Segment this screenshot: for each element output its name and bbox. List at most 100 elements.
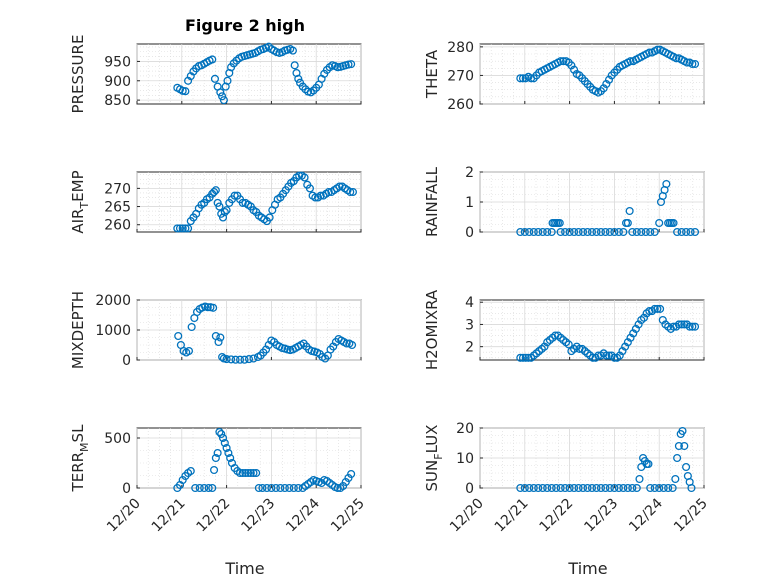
- data-point: [690, 227, 700, 237]
- data-point: [574, 227, 583, 237]
- data-point: [602, 351, 611, 360]
- data-point: [529, 483, 538, 493]
- data-point: [556, 227, 565, 237]
- data-point: [184, 224, 193, 233]
- data-point: [203, 303, 212, 312]
- data-point: [570, 227, 579, 237]
- data-point: [246, 468, 255, 478]
- data-point: [605, 483, 614, 493]
- data-point: [240, 355, 249, 364]
- data-point: [646, 483, 655, 493]
- data-point: [290, 61, 299, 70]
- data-point: [324, 187, 333, 197]
- data-point: [529, 227, 538, 237]
- data-point: [559, 57, 568, 66]
- y-axis-label: RAINFALL: [423, 166, 441, 237]
- data-point: [690, 59, 700, 69]
- data-point: [217, 429, 226, 439]
- data-series: [173, 42, 356, 105]
- data-point: [347, 340, 357, 350]
- data-point: [344, 473, 353, 483]
- data-point: [258, 483, 267, 493]
- data-point: [295, 171, 304, 180]
- data-point: [285, 483, 294, 493]
- subplot-3: 260 265 270 AIRTEMP: [69, 170, 362, 234]
- data-point: [556, 483, 565, 493]
- data-point: [230, 191, 239, 200]
- data-point: [516, 353, 525, 362]
- data-point: [216, 88, 225, 97]
- data-point: [209, 303, 218, 312]
- data-point: [645, 48, 654, 57]
- data-point: [348, 187, 357, 197]
- major-grid: [136, 172, 362, 232]
- y-axis-label: PRESSURE: [69, 35, 87, 114]
- data-point: [181, 224, 190, 233]
- data-series: [516, 179, 700, 237]
- data-point: [241, 468, 250, 478]
- x-axis-label-right: Time: [567, 559, 607, 578]
- data-point: [210, 74, 220, 83]
- data-point: [222, 443, 231, 453]
- subplot-6: 2 3 4 H2OMIXRA: [423, 289, 705, 370]
- y-tick-label: 3: [465, 317, 474, 333]
- data-point: [601, 227, 610, 237]
- data-point: [173, 224, 182, 233]
- data-point: [556, 57, 565, 66]
- data-point: [596, 483, 606, 493]
- data-point: [565, 227, 574, 237]
- data-point: [552, 483, 561, 493]
- y-tick-label: 2000: [95, 293, 131, 309]
- data-point: [214, 337, 223, 347]
- y-tick-label: 950: [104, 54, 131, 70]
- data-point: [224, 448, 233, 458]
- data-point: [222, 355, 231, 364]
- data-point: [632, 227, 641, 237]
- data-point: [178, 475, 187, 485]
- data-point: [175, 224, 185, 233]
- data-point: [220, 207, 229, 217]
- y-axis-label: H2OMIXRA: [423, 289, 441, 370]
- data-point: [218, 213, 228, 222]
- data-point: [619, 227, 628, 237]
- data-point: [614, 227, 623, 237]
- data-point: [626, 57, 635, 66]
- y-tick-label: 2: [465, 165, 474, 181]
- data-point: [218, 352, 227, 362]
- data-point: [653, 45, 662, 54]
- data-point: [520, 227, 529, 237]
- data-point: [614, 483, 623, 493]
- data-point: [574, 483, 583, 493]
- data-point: [605, 227, 614, 237]
- y-tick-label: 280: [447, 40, 474, 56]
- data-point: [547, 227, 556, 237]
- data-point: [619, 483, 628, 493]
- data-point: [178, 224, 187, 233]
- data-point: [662, 179, 671, 189]
- data-point: [534, 227, 543, 237]
- y-tick-label: 260: [104, 218, 131, 234]
- major-grid: [479, 300, 705, 360]
- data-point: [516, 74, 525, 83]
- data-point: [687, 483, 696, 493]
- data-point: [311, 193, 320, 202]
- y-tick-label: 0: [122, 481, 131, 497]
- data-point: [561, 227, 570, 237]
- data-point: [641, 227, 650, 237]
- y-tick-label: 0: [122, 353, 131, 369]
- subplot-5: 0 1000 2000 MIXDEPTH: [69, 291, 362, 369]
- data-point: [678, 426, 687, 436]
- data-point: [280, 483, 289, 493]
- data-point: [216, 333, 225, 342]
- data-point: [516, 227, 525, 237]
- y-tick-label: 4: [465, 295, 474, 311]
- data-point: [656, 304, 665, 313]
- y-axis-label: TERRMSL: [69, 424, 91, 493]
- y-tick-label: 2: [465, 340, 474, 356]
- y-tick-label: 1000: [95, 323, 131, 339]
- data-point: [587, 483, 597, 493]
- data-point: [543, 227, 552, 237]
- y-tick-label: 260: [447, 97, 474, 113]
- data-point: [564, 340, 573, 349]
